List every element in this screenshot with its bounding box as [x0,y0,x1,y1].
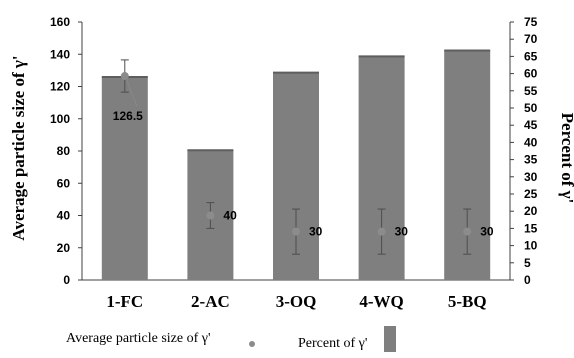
y-right-tick-label: 10 [524,239,538,253]
x-tick-label: 3-OQ [276,292,317,311]
bar [101,77,148,280]
y-right-tick-label: 5 [524,256,531,270]
y-right-tick-label: 70 [524,32,538,46]
data-point [292,227,300,236]
y-left-tick-label: 100 [50,112,70,126]
y-right-tick-label: 30 [524,170,538,184]
x-tick-label: 5-BQ [448,292,487,311]
x-tick-label: 1-FC [106,292,143,311]
y-right-tick-label: 45 [524,118,538,132]
y-right-tick-label: 55 [524,84,538,98]
data-label: 30 [395,225,409,239]
data-point [120,72,129,81]
y-right-tick-label: 25 [524,187,538,201]
y-axis-right-title: Percent of γ' [558,113,574,204]
legend-label-bars: Percent of γ' [298,336,367,351]
y-left-tick-label: 40 [57,209,71,223]
legend-point-marker [249,341,255,347]
data-point [463,227,472,236]
x-tick-label: 4-WQ [359,292,403,311]
y-right-tick-label: 40 [524,135,538,149]
plot-area: 0 20 40 60 80 100 120 140 160 0 5 10 15 20 25 30 35 40 45 5… [50,15,538,311]
y-left-tick-label: 160 [50,15,70,29]
y-right-tick-label: 35 [524,153,538,167]
data-label: 30 [309,225,323,239]
data-label: 126.5 [113,109,143,123]
data-point [206,211,215,220]
y-left-tick-label: 140 [50,47,70,61]
x-tick-label: 2-AC [191,292,230,311]
legend-bar-swatch [384,326,396,352]
y-left-tick-label: 0 [63,273,70,287]
y-right-tick-label: 65 [524,49,538,63]
data-label-leader [126,79,138,107]
data-label: 30 [480,225,494,239]
y-left-tick-label: 20 [57,241,71,255]
y-left-tick-label: 80 [57,144,71,158]
data-point [377,227,386,236]
y-right-tick-label: 75 [524,15,538,29]
y-right-tick-label: 15 [524,221,538,235]
legend-label-points: Average particle size of γ' [66,331,210,346]
y-right-tick-label: 0 [524,273,531,287]
y-right-tick-label: 60 [524,67,538,81]
y-right-tick-label: 50 [524,101,538,115]
y-axis-left-title: Average particle size of γ' [9,55,28,240]
legend: Average particle size of γ' Percent of γ… [66,326,396,352]
y-right-tick-label: 20 [524,204,538,218]
y-left-tick-label: 120 [50,80,70,94]
data-label: 40 [223,209,237,223]
y-left-tick-label: 60 [57,176,71,190]
